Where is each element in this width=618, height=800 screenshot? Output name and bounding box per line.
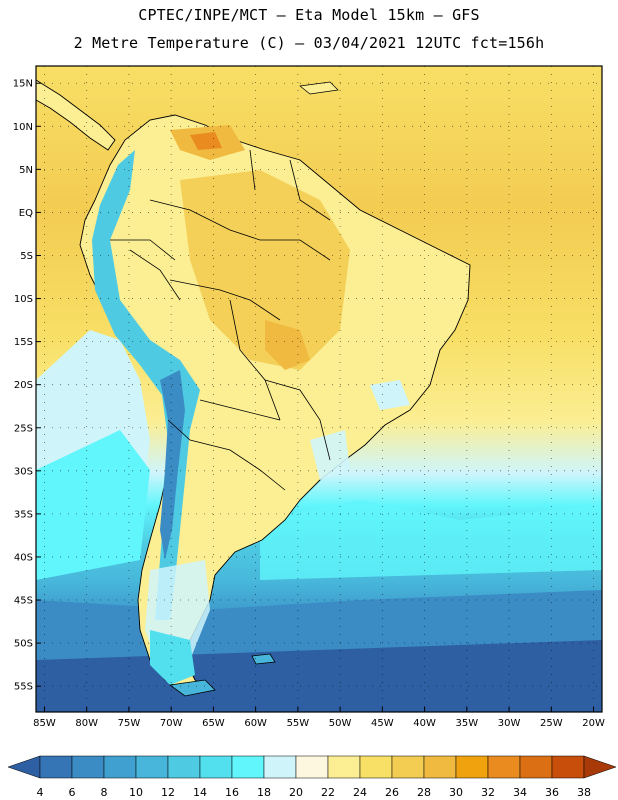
lon-tick-label: 60W: [244, 718, 267, 729]
colorbar-swatch: [359, 755, 393, 779]
lon-tick-label: 65W: [202, 718, 225, 729]
colorbar-swatch: [199, 755, 233, 779]
lon-tick-label: 40W: [413, 718, 436, 729]
colorbar-level-label: 6: [69, 786, 76, 799]
colorbar-swatch: [71, 755, 105, 779]
interior-hot-zone: [265, 320, 310, 370]
lat-tick-label: 5N: [19, 165, 33, 176]
colorbar-level-label: 28: [417, 786, 431, 799]
colorbar-swatch: [39, 755, 73, 779]
lat-tick-label: 50S: [14, 639, 33, 650]
lat-tick-label: 10N: [13, 122, 33, 133]
lon-tick-label: 55W: [287, 718, 310, 729]
chart-title-line2: 2 Metre Temperature (C) – 03/04/2021 12U…: [73, 34, 545, 52]
lat-tick-label: 40S: [14, 552, 33, 563]
falkland-islands: [251, 653, 276, 665]
colorbar-level-label: 12: [161, 786, 175, 799]
chart-title-line1: CPTEC/INPE/MCT – Eta Model 15km – GFS: [138, 6, 480, 24]
lon-tick-label: 25W: [540, 718, 563, 729]
colorbar-swatch: [295, 755, 329, 779]
colorbar-swatch: [423, 755, 457, 779]
lat-tick-label: EQ: [19, 208, 33, 219]
interior-warm-zone: [180, 170, 350, 370]
lon-tick-label: 50W: [329, 718, 352, 729]
colorbar-level-label: 14: [193, 786, 207, 799]
colorbar-swatch: [455, 755, 489, 779]
patagonia-south-cool: [150, 630, 195, 685]
lon-tick-label: 35W: [456, 718, 479, 729]
lat-tick-label: 35S: [14, 509, 33, 520]
north-hotspot: [190, 132, 222, 150]
colorbar: 4 6 8 10 12 14 16 18 20 22 24 26 28 30 32 34 36 38: [7, 755, 617, 799]
colorbar-level-label: 34: [513, 786, 527, 799]
colorbar-swatch: [263, 755, 297, 779]
caribbean-islands: [299, 81, 339, 95]
pacific-cooler-water: [36, 430, 150, 580]
colorbar-swatch: [103, 755, 137, 779]
colorbar-swatch: [231, 755, 265, 779]
colorbar-swatch: [167, 755, 201, 779]
tierra-del-fuego: [168, 679, 216, 697]
colorbar-level-label: 30: [449, 786, 463, 799]
colorbar-level-label: 36: [545, 786, 559, 799]
atlantic-cool-water: [260, 500, 602, 580]
lon-tick-label: 20W: [582, 718, 605, 729]
colorbar-level-label: 4: [37, 786, 44, 799]
colorbar-under-arrow: [7, 755, 41, 779]
lat-tick-label: 5S: [20, 251, 33, 262]
colorbar-level-label: 8: [101, 786, 108, 799]
lat-tick-label: 10S: [14, 294, 33, 305]
colorbar-level-label: 18: [257, 786, 271, 799]
colorbar-level-label: 22: [321, 786, 335, 799]
colorbar-swatch: [487, 755, 521, 779]
colorbar-over-arrow: [583, 755, 617, 779]
country-borders: [110, 149, 331, 491]
plot-frame: [35, 65, 603, 713]
axis-ticks: 15N 10N 5N EQ 5S 10S 15S 20S 25S 30S 35S 40S 45S 50S 5…: [13, 79, 605, 729]
lat-tick-label: 15S: [14, 337, 33, 348]
colorbar-level-label: 38: [577, 786, 591, 799]
colorbar-swatch: [519, 755, 553, 779]
lat-tick-label: 30S: [14, 466, 33, 477]
colorbar-swatch: [327, 755, 361, 779]
lat-tick-label: 25S: [14, 423, 33, 434]
colorbar-level-label: 24: [353, 786, 367, 799]
colorbar-swatch: [391, 755, 425, 779]
lon-tick-label: 85W: [33, 718, 56, 729]
lat-tick-label: 15N: [13, 79, 33, 90]
lon-tick-label: 75W: [118, 718, 141, 729]
temperature-field: [36, 66, 602, 712]
colorbar-level-label: 16: [225, 786, 239, 799]
central-america: [36, 79, 116, 151]
lon-tick-label: 80W: [75, 718, 98, 729]
colorbar-level-label: 10: [129, 786, 143, 799]
colorbar-swatch: [135, 755, 169, 779]
lon-tick-label: 70W: [160, 718, 183, 729]
colorbar-level-label: 26: [385, 786, 399, 799]
southeast-cool-spot: [370, 380, 410, 410]
andes-cold-core: [160, 370, 185, 560]
colorbar-swatch: [551, 755, 585, 779]
colorbar-level-label: 20: [289, 786, 303, 799]
lat-tick-label: 20S: [14, 380, 33, 391]
lat-tick-label: 45S: [14, 596, 33, 607]
lon-tick-label: 30W: [498, 718, 521, 729]
lat-tick-label: 55S: [14, 682, 33, 693]
lon-tick-label: 45W: [371, 718, 394, 729]
colorbar-level-label: 32: [481, 786, 495, 799]
